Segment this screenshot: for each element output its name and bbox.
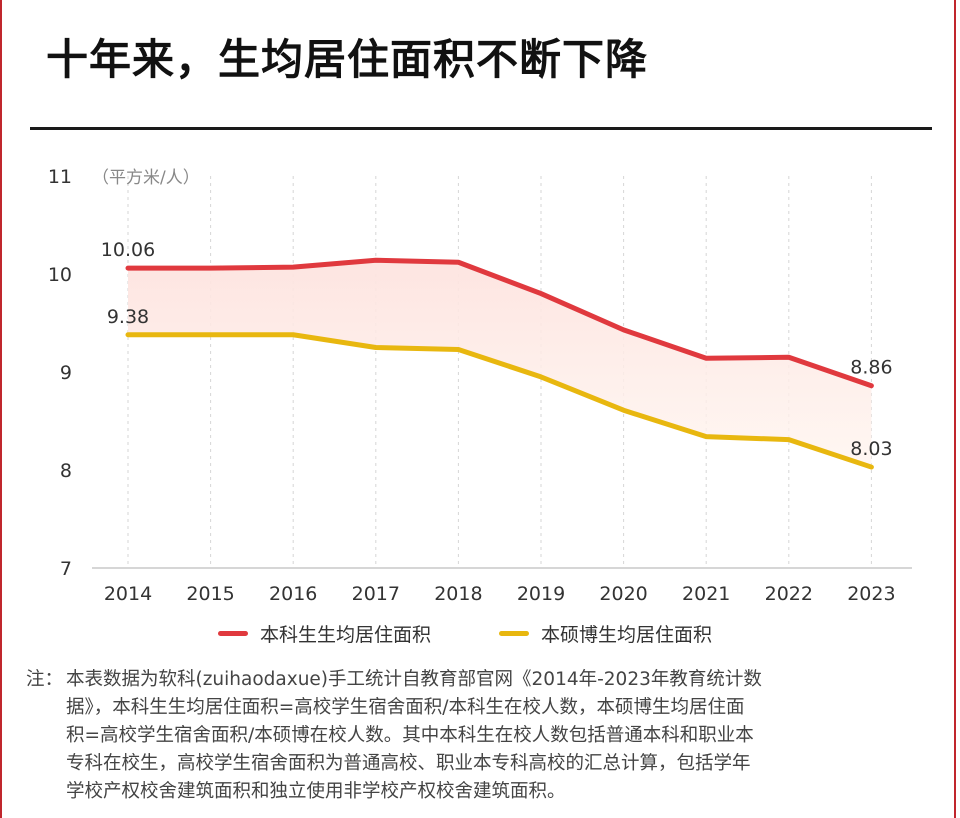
y-tick-label: 10 [48, 264, 72, 286]
x-tick-label: 2017 [352, 583, 400, 605]
line-chart: 11 10 9 8 7 （平方米/人） 2014 2015 2016 2017 2018 2019 20… [48, 166, 912, 605]
x-tick-label: 2023 [847, 583, 895, 605]
x-tick-label: 2016 [269, 583, 317, 605]
legend-label-grad: 本硕博生均居住面积 [541, 624, 713, 646]
data-label: 8.86 [850, 357, 892, 379]
series-line-undergrad [125, 257, 874, 389]
legend-item-undergrad: 本科生生均居住面积 [218, 620, 431, 647]
x-tick-label: 2014 [104, 583, 152, 605]
series-gap-band [128, 260, 872, 468]
legend-label-undergrad: 本科生生均居住面积 [260, 624, 432, 646]
page-title: 十年来，生均居住面积不断下降 [46, 35, 649, 84]
y-axis-unit-label: （平方米/人） [92, 168, 200, 188]
chart-legend: 本科生生均居住面积 本硕博生均居住面积 [218, 620, 780, 647]
gap-area [128, 260, 872, 468]
data-label: 9.38 [107, 306, 149, 328]
footnote-prefix: 注： [26, 669, 64, 690]
data-label: 8.03 [850, 438, 892, 460]
x-tick-label: 2020 [599, 583, 647, 605]
series-lines [125, 257, 874, 470]
y-tick-label: 7 [60, 558, 72, 580]
x-tick-label: 2015 [186, 583, 234, 605]
legend-swatch-grad [499, 631, 530, 636]
footnote-line: 据》，本科生生均居住面积=高校学生宿舍面积/本科生在校人数，本硕博生均居住面 [66, 697, 745, 718]
footnote-line: 本表数据为软科(zuihaodaxue)手工统计自教育部官网《2014年-202… [66, 669, 762, 690]
labels: 10.06 8.86 9.38 8.03 [101, 239, 893, 460]
data-label: 10.06 [101, 239, 155, 261]
footnote-body: 本表数据为软科(zuihaodaxue)手工统计自教育部官网《2014年-202… [66, 666, 936, 806]
footnote-line: 专科在校生，高校学生宿舍面积为普通高校、职业本专科高校的汇总计算，包括学年 [66, 753, 751, 774]
x-tick-label: 2022 [765, 583, 813, 605]
footnote-line: 积=高校学生宿舍面积/本硕博在校人数。其中本科生在校人数包括普通本科和职业本 [66, 725, 754, 746]
footnote-line: 学校产权校舍建筑面积和独立使用非学校产权校舍建筑面积。 [66, 781, 566, 802]
series-line-grad [125, 332, 874, 470]
legend-swatch-undergrad [218, 631, 248, 636]
y-tick-label: 9 [60, 362, 72, 384]
x-tick-label: 2018 [434, 583, 482, 605]
x-tick-label: 2021 [682, 583, 730, 605]
y-tick-label: 8 [60, 460, 72, 482]
legend-item-grad: 本硕博生均居住面积 [499, 620, 712, 647]
x-tick-label: 2019 [517, 583, 565, 605]
y-tick-label: 11 [48, 166, 72, 188]
axes: 11 10 9 8 7 （平方米/人） 2014 2015 2016 2017 2018 2019 20… [48, 166, 912, 605]
title-divider [30, 127, 932, 130]
